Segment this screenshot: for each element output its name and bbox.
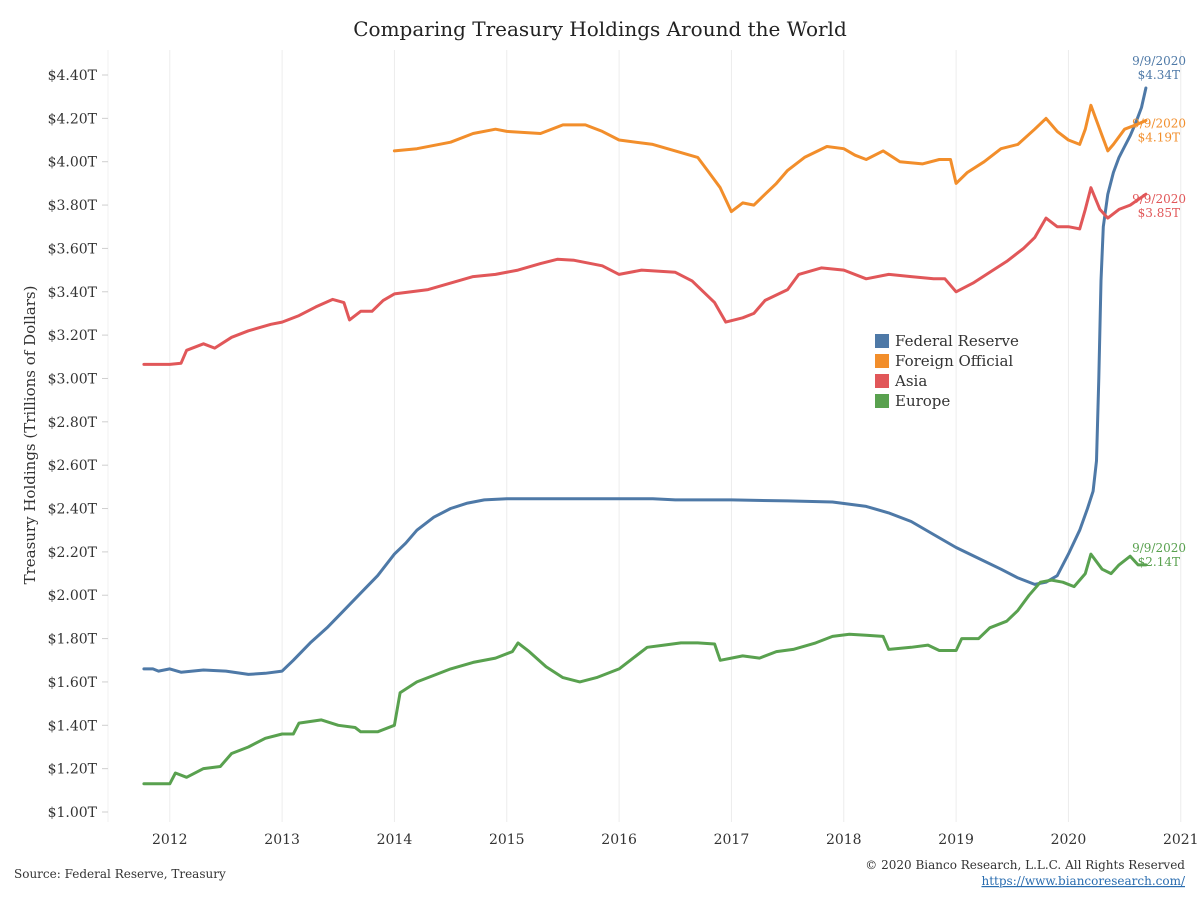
series-line-asia: [142, 186, 1148, 366]
website-link[interactable]: https://www.biancoresearch.com/: [981, 874, 1185, 888]
y-tick-label: $1.40T: [48, 718, 98, 734]
series-line-europe: [142, 552, 1148, 786]
y-tick-label: $3.20T: [48, 328, 98, 344]
y-tick-label: $2.00T: [48, 588, 98, 604]
x-tick-label: 2020: [1051, 832, 1087, 848]
series-line-federal-reserve: [142, 86, 1148, 676]
x-tick-label: 2019: [938, 832, 974, 848]
y-tick-label: $2.40T: [48, 502, 98, 518]
y-tick-label: $4.00T: [48, 155, 98, 171]
series-line-foreign-official: [392, 103, 1148, 214]
y-tick-label: $2.80T: [48, 415, 98, 431]
end-label-date: 9/9/2020: [1132, 54, 1186, 68]
legend-swatch: [875, 394, 889, 408]
x-tick-label: 2015: [489, 832, 525, 848]
y-tick-label: $3.60T: [48, 241, 98, 257]
x-tick-label: 2012: [152, 832, 188, 848]
end-label-value: $3.85T: [1138, 206, 1180, 220]
end-label-value: $2.14T: [1138, 555, 1180, 569]
y-tick-label: $4.20T: [48, 111, 98, 127]
x-tick-label: 2016: [601, 832, 637, 848]
legend-label: Europe: [895, 392, 950, 410]
y-tick-label: $1.00T: [48, 805, 98, 821]
end-label-value: $4.19T: [1138, 131, 1180, 145]
x-tick-label: 2013: [264, 832, 300, 848]
legend-swatch: [875, 374, 889, 388]
source-note: Source: Federal Reserve, Treasury: [14, 867, 226, 881]
y-tick-label: $1.80T: [48, 632, 98, 648]
y-axis-title: Treasury Holdings (Trillions of Dollars): [21, 286, 39, 585]
end-label-date: 9/9/2020: [1132, 541, 1186, 555]
end-label-date: 9/9/2020: [1132, 192, 1186, 206]
x-axis: 2012 2013 2014 2015 2016 2017 2018 2019 2020 2021: [152, 832, 1199, 848]
y-tick-label: $3.40T: [48, 285, 98, 301]
y-tick-label: $2.20T: [48, 545, 98, 561]
series-lines: [142, 86, 1148, 786]
legend-label: Federal Reserve: [895, 332, 1019, 350]
x-tick-label: 2017: [714, 832, 750, 848]
y-tick-label: $3.00T: [48, 371, 98, 387]
y-axis: $1.00T $1.20T $1.40T $1.60T $1.80T $2.00T $2.2…: [48, 68, 108, 821]
chart-title: Comparing Treasury Holdings Around the W…: [353, 17, 847, 41]
legend-swatch: [875, 354, 889, 368]
legend-label: Foreign Official: [895, 352, 1013, 370]
copyright-note: © 2020 Bianco Research, L.L.C. All Right…: [865, 858, 1185, 872]
y-tick-label: $1.60T: [48, 675, 98, 691]
y-tick-label: $3.80T: [48, 198, 98, 214]
legend-label: Asia: [894, 372, 927, 390]
y-tick-label: $2.60T: [48, 458, 98, 474]
x-tick-label: 2021: [1163, 832, 1199, 848]
legend: Federal Reserve Foreign Official Asia Europ…: [875, 332, 1019, 410]
x-tick-label: 2014: [377, 832, 413, 848]
end-label-date: 9/9/2020: [1132, 117, 1186, 131]
x-tick-label: 2018: [826, 832, 862, 848]
grid: [107, 50, 1182, 822]
end-labels: 9/9/2020$4.34T9/9/2020$4.19T9/9/2020$3.8…: [1132, 54, 1186, 569]
y-tick-label: $4.40T: [48, 68, 98, 84]
end-label-value: $4.34T: [1138, 68, 1180, 82]
y-tick-label: $1.20T: [48, 762, 98, 778]
legend-swatch: [875, 334, 889, 348]
